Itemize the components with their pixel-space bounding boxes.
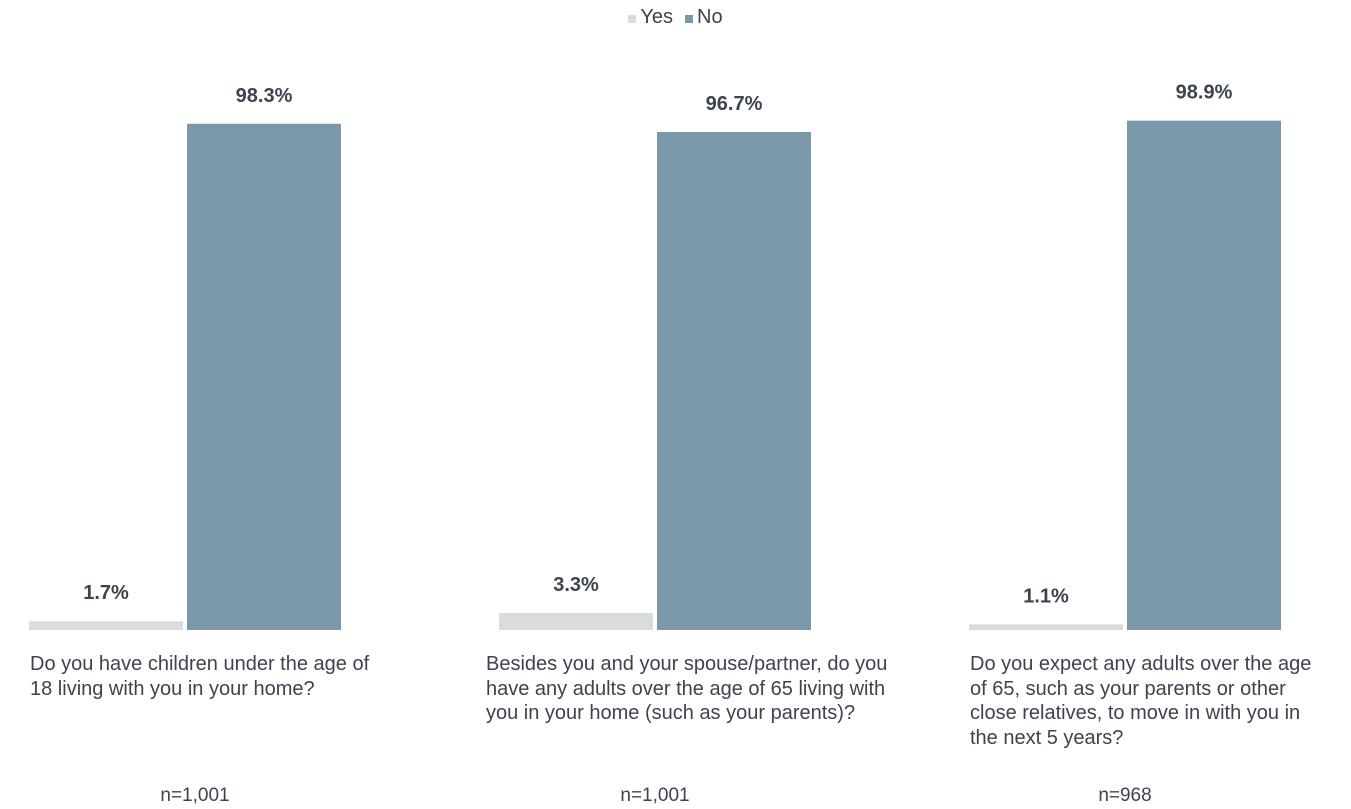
data-label-no-children: 98.3% (236, 85, 293, 107)
legend-item-yes: Yes (628, 6, 673, 29)
bar-yes-children (29, 621, 183, 630)
category-label-adults-living: Besides you and your spouse/partner, do … (486, 653, 888, 724)
category-label-children: Do you have children under the age of 18… (30, 653, 370, 700)
sample-size-adults-living: n=1,001 (620, 785, 690, 806)
bar-yes-adults-moving (969, 624, 1123, 630)
sample-size-adults-moving: n=968 (1098, 785, 1152, 806)
chart-legend: Yes No (0, 6, 1351, 29)
sample-size-children: n=1,001 (160, 785, 230, 806)
bar-yes-adults-living (499, 613, 653, 630)
data-label-no-adults-moving: 98.9% (1176, 82, 1233, 104)
data-label-yes-adults-moving: 1.1% (1023, 585, 1069, 607)
bar-no-adults-moving (1127, 120, 1281, 630)
legend-swatch-yes (628, 14, 637, 23)
legend-swatch-no (685, 14, 694, 23)
data-label-yes-adults-living: 3.3% (553, 574, 599, 596)
data-label-yes-children: 1.7% (83, 582, 129, 604)
legend-label-no: No (697, 6, 723, 28)
bar-no-adults-living (657, 131, 811, 630)
category-label-adults-moving: Do you expect any adults over the age of… (970, 653, 1312, 749)
legend-item-no: No (685, 6, 723, 29)
legend-label-yes: Yes (640, 6, 674, 28)
data-label-no-adults-living: 96.7% (706, 93, 763, 115)
bar-no-children (187, 123, 341, 630)
bar-chart: 1.7% 3.3% 1.1% 98.3% 96.7% 98.9% (29, 82, 1281, 630)
